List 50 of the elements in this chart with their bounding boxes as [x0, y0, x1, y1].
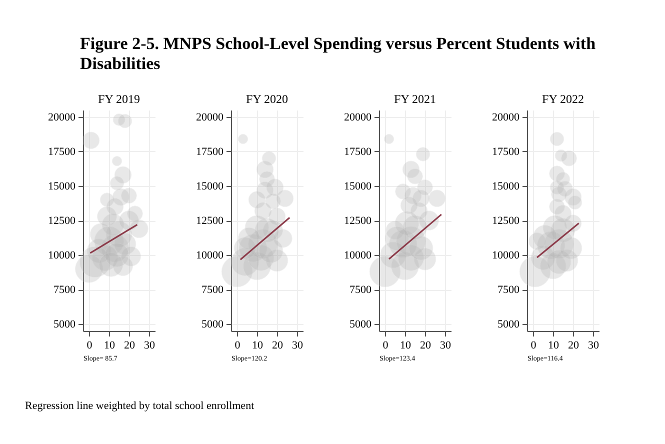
y-tick-label: 20000	[492, 111, 520, 124]
y-tick-label: 12500	[48, 215, 76, 227]
chart-title: FY 2021	[394, 92, 436, 106]
y-tick-label: 10000	[344, 250, 372, 262]
x-tick-label: 20	[272, 340, 284, 352]
y-tick-label: 7500	[202, 284, 224, 296]
chart-title: FY 2022	[542, 92, 584, 106]
y-tick-label: 5000	[498, 318, 520, 331]
x-tick-label: 30	[440, 340, 452, 352]
x-tick-label: 30	[144, 340, 156, 352]
y-tick-label: 5000	[202, 318, 224, 331]
y-tick-label: 17500	[48, 146, 76, 158]
y-tick-label: 7500	[54, 284, 76, 296]
chart-title: FY 2019	[98, 92, 140, 106]
y-tick-label: 7500	[498, 284, 520, 296]
x-tick-label: 30	[588, 340, 600, 352]
y-tick-label: 10000	[48, 250, 76, 262]
x-tick-label: 20	[124, 340, 136, 352]
y-tick-label: 17500	[492, 146, 520, 158]
y-tick-label: 10000	[196, 250, 224, 262]
x-tick-label: 10	[104, 340, 116, 352]
x-tick-label: 0	[86, 340, 93, 352]
y-tick-label: 15000	[196, 180, 224, 192]
caption: Figure 2-5. MNPS School-Level Spending versus Percent Students with Disabilities	[80, 34, 597, 74]
x-tick-label: 0	[530, 340, 537, 352]
y-tick-label: 17500	[344, 146, 372, 158]
y-tick-label: 17500	[196, 146, 224, 158]
x-tick-label: 20	[568, 340, 580, 352]
x-tick-label: 10	[400, 340, 412, 352]
y-tick-label: 20000	[196, 111, 224, 124]
x-tick-label: 0	[234, 340, 241, 352]
y-tick-label: 5000	[54, 318, 76, 331]
y-tick-label: 15000	[48, 180, 76, 192]
x-tick-label: 10	[252, 340, 264, 352]
x-tick-label: 10	[548, 340, 560, 352]
y-tick-label: 5000	[350, 318, 372, 331]
text: Regression line weighted by total school enrollment	[25, 400, 254, 412]
x-tick-label: 0	[382, 340, 389, 352]
y-tick-label: 12500	[344, 215, 372, 227]
y-tick-label: 12500	[492, 215, 520, 227]
y-tick-label: 15000	[492, 180, 520, 192]
y-tick-label: 7500	[350, 284, 372, 296]
chart-title: FY 2020	[246, 92, 288, 106]
x-tick-label: 30	[292, 340, 304, 352]
y-tick-label: 20000	[344, 111, 372, 124]
y-tick-label: 10000	[492, 250, 520, 262]
x-tick-label: 20	[420, 340, 432, 352]
y-tick-label: 15000	[344, 180, 372, 192]
y-tick-label: 20000	[48, 111, 76, 124]
y-tick-label: 12500	[196, 215, 224, 227]
